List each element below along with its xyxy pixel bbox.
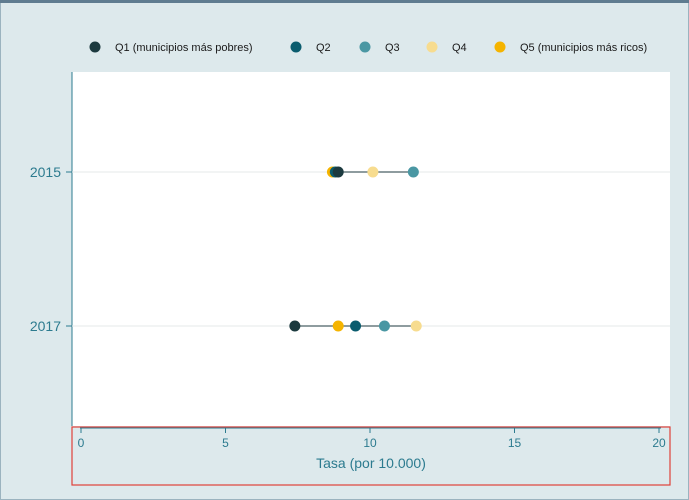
x-tick-label-15: 15 bbox=[508, 436, 522, 450]
legend: Q1 (municipios más pobres) Q2 Q3 Q4 Q5 (muni… bbox=[89, 41, 647, 54]
point-q4-2015 bbox=[367, 166, 379, 178]
point-q5-2017 bbox=[332, 320, 344, 332]
point-q2-2017 bbox=[350, 320, 362, 332]
x-axis-title: Tasa (por 10.000) bbox=[316, 455, 426, 471]
x-axis-highlight-box bbox=[71, 426, 671, 486]
data-points bbox=[289, 166, 422, 332]
legend-marker-q2 bbox=[290, 41, 302, 53]
legend-label-q2: Q2 bbox=[316, 42, 331, 54]
point-q3-2017 bbox=[378, 320, 390, 332]
legend-label-q1: Q1 (municipios más pobres) bbox=[115, 42, 253, 54]
plot-area bbox=[72, 72, 670, 426]
point-q4-2017 bbox=[410, 320, 422, 332]
legend-marker-q4 bbox=[426, 41, 438, 53]
legend-marker-q5 bbox=[494, 41, 506, 53]
y-tick-labels: 2015 2017 bbox=[30, 164, 72, 334]
frame-top-border bbox=[0, 0, 689, 3]
point-q3-2015 bbox=[407, 166, 419, 178]
legend-label-q3: Q3 bbox=[385, 42, 400, 54]
x-tick-label-10: 10 bbox=[363, 436, 377, 450]
legend-marker-q1 bbox=[89, 41, 101, 53]
point-q1-2017 bbox=[289, 320, 301, 332]
x-tick-label-5: 5 bbox=[222, 436, 229, 450]
y-tick-label-2015: 2015 bbox=[30, 164, 61, 180]
x-tick-label-20: 20 bbox=[652, 436, 666, 450]
x-tick-label-0: 0 bbox=[78, 436, 85, 450]
legend-label-q5: Q5 (municipios más ricos) bbox=[520, 42, 647, 54]
legend-label-q4: Q4 bbox=[452, 42, 467, 54]
legend-marker-q3 bbox=[359, 41, 371, 53]
y-tick-label-2017: 2017 bbox=[30, 318, 61, 334]
x-tick-labels: 0 5 10 15 20 bbox=[78, 428, 666, 450]
point-q1-2015 bbox=[332, 166, 344, 178]
